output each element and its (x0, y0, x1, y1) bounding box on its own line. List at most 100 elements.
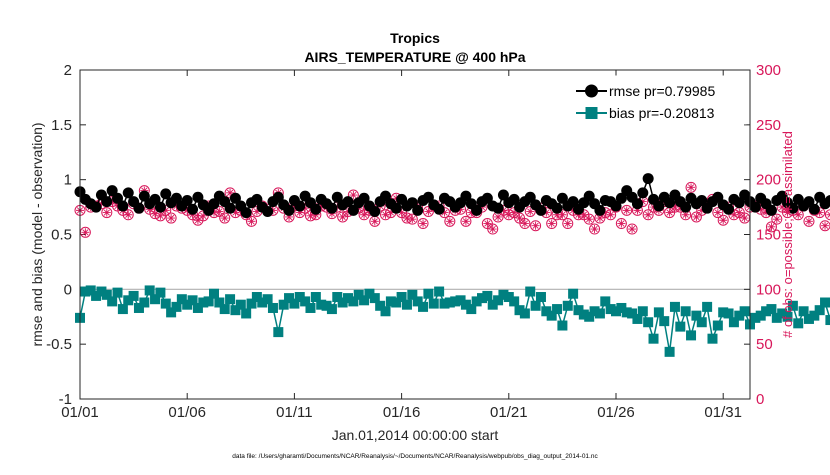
obs-assimilated-point (215, 207, 223, 215)
bias-point (327, 304, 337, 314)
x-tick-label: 01/31 (704, 404, 742, 421)
rmse-point (643, 173, 654, 184)
rmse-point (637, 187, 648, 198)
bias-point (654, 307, 664, 317)
rmse-point (369, 206, 380, 217)
obs-assimilated-point (489, 225, 497, 233)
obs-assimilated-point (194, 216, 202, 224)
chart-title: Tropics (390, 30, 440, 46)
rmse-point (155, 202, 166, 213)
footnote: data file: /Users/gharamti/Documents/NCA… (232, 453, 598, 460)
bias-point (568, 289, 578, 299)
obs-assimilated-point (403, 214, 411, 222)
x-axis-label: Jan.01,2014 00:00:00 start (332, 427, 499, 443)
bias-point (209, 289, 219, 299)
y-right-tick-label: 200 (756, 172, 781, 189)
bias-point (675, 322, 685, 332)
bias-point (423, 289, 433, 299)
obs-assimilated-point (408, 215, 416, 223)
rmse-point (225, 203, 236, 214)
bias-point (697, 317, 707, 327)
y-left-tick-label: 0.5 (51, 227, 72, 244)
bias-point (557, 321, 567, 331)
bias-point (643, 317, 653, 327)
bias-point (139, 297, 149, 307)
rmse-point (284, 205, 295, 216)
bias-point (225, 294, 235, 304)
y-left-tick-label: 1 (64, 172, 72, 189)
rmse-point (809, 204, 820, 215)
obs-assimilated-point (371, 217, 379, 225)
bias-point (665, 347, 675, 357)
rmse-point (412, 205, 423, 216)
rmse-point (241, 207, 252, 218)
rmse-point (723, 204, 734, 215)
x-tick-label: 01/11 (276, 404, 312, 421)
y-right-tick-label: 300 (756, 62, 781, 79)
bias-point (402, 300, 412, 310)
obs-assimilated-point (741, 214, 749, 222)
chart-subtitle: AIRS_TEMPERATURE @ 400 hPa (304, 49, 525, 65)
obs-assimilated-point (714, 209, 722, 217)
bias-point (434, 287, 444, 297)
legend-rmse-label: rmse pr=0.79985 (609, 83, 715, 99)
bias-point (509, 296, 519, 306)
rmse-point (117, 200, 128, 211)
legend-bias-marker (586, 107, 598, 119)
rmse-point (766, 205, 777, 216)
bias-point (638, 306, 648, 316)
bias-point (155, 288, 165, 298)
y-left-tick-label: -0.5 (46, 336, 72, 353)
x-tick-label: 01/21 (490, 404, 528, 421)
obs-assimilated-point (591, 225, 599, 233)
bias-point (161, 299, 171, 309)
bias-point (525, 287, 535, 297)
rmse-point (101, 196, 112, 207)
y-right-tick-label: 150 (756, 227, 781, 244)
legend-bias-label: bias pr=-0.20813 (609, 105, 715, 121)
bias-point (418, 302, 428, 312)
bias-point (531, 301, 541, 311)
y-axis-label-left: rmse and bias (model - observation) (29, 122, 45, 346)
obs-assimilated-point (767, 223, 775, 231)
bias-point (702, 302, 712, 312)
bias-point (825, 315, 830, 325)
x-tick-label: 01/06 (168, 404, 206, 421)
obs-assimilated-point (248, 217, 256, 225)
obs-assimilated-point (221, 214, 229, 222)
obs-assimilated-point (462, 217, 470, 225)
rmse-point (632, 198, 643, 209)
y-right-tick-label: 50 (756, 336, 773, 353)
bias-point (659, 316, 669, 326)
bias-point (536, 292, 546, 302)
rmse-point (434, 204, 445, 215)
y-right-tick-label: 100 (756, 281, 781, 298)
bias-point (766, 304, 776, 314)
bias-point (305, 303, 315, 313)
obs-assimilated-point (719, 216, 727, 224)
rmse-point (326, 203, 337, 214)
bias-point (724, 308, 734, 318)
y-axis-label-right: # of obs: o=possible; ∗=assimilated (780, 131, 795, 338)
bias-point (129, 291, 139, 301)
bias-point (113, 288, 123, 298)
rmse-point (91, 202, 102, 213)
obs-assimilated-point (446, 217, 454, 225)
bias-point (681, 306, 691, 316)
bias-point (707, 334, 717, 344)
rmse-point (594, 205, 605, 216)
obs-assimilated-point (623, 206, 631, 214)
bias-point (595, 308, 605, 318)
bias-point (670, 302, 680, 312)
bias-point (107, 296, 117, 306)
legend-rmse-marker (585, 85, 598, 98)
obs-assimilated-point (821, 222, 829, 230)
rmse-point (262, 206, 273, 217)
rmse-point (133, 203, 144, 214)
bias-point (241, 308, 251, 318)
bias-point (145, 285, 155, 295)
rmse-point (493, 203, 504, 214)
rmse-point (187, 204, 198, 215)
bias-point (482, 291, 492, 301)
bias-point (713, 321, 723, 331)
